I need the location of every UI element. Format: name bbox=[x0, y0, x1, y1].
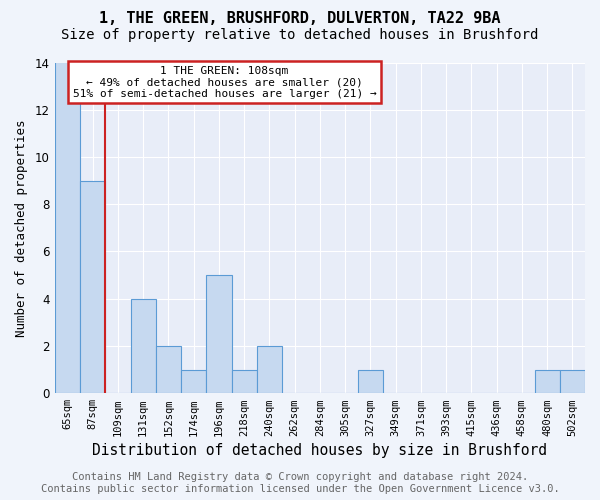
Bar bbox=[560, 370, 585, 393]
Y-axis label: Number of detached properties: Number of detached properties bbox=[15, 119, 28, 336]
Bar bbox=[206, 275, 232, 393]
Bar bbox=[55, 0, 80, 393]
Text: 1 THE GREEN: 108sqm
← 49% of detached houses are smaller (20)
51% of semi-detach: 1 THE GREEN: 108sqm ← 49% of detached ho… bbox=[73, 66, 376, 99]
X-axis label: Distribution of detached houses by size in Brushford: Distribution of detached houses by size … bbox=[92, 442, 547, 458]
Bar bbox=[232, 370, 257, 393]
Bar bbox=[80, 180, 106, 393]
Bar bbox=[156, 346, 181, 393]
Text: Size of property relative to detached houses in Brushford: Size of property relative to detached ho… bbox=[61, 28, 539, 42]
Text: 1, THE GREEN, BRUSHFORD, DULVERTON, TA22 9BA: 1, THE GREEN, BRUSHFORD, DULVERTON, TA22… bbox=[99, 11, 501, 26]
Text: Contains HM Land Registry data © Crown copyright and database right 2024.
Contai: Contains HM Land Registry data © Crown c… bbox=[41, 472, 559, 494]
Bar bbox=[358, 370, 383, 393]
Bar bbox=[535, 370, 560, 393]
Bar bbox=[181, 370, 206, 393]
Bar bbox=[257, 346, 282, 393]
Bar bbox=[131, 298, 156, 393]
